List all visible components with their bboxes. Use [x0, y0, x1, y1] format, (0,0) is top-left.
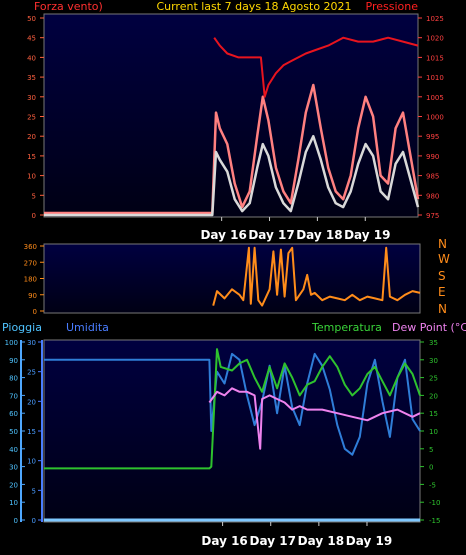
- pressure-tick-label: 990: [426, 153, 439, 161]
- pressure-tick-label: 1000: [426, 114, 444, 122]
- temperature-tick-label: -15: [429, 517, 440, 525]
- wind-pressure-day-tick-label: Day 17: [248, 228, 294, 242]
- direction-tick-label: 180: [24, 276, 37, 284]
- rain-tick-label: 80: [9, 375, 18, 383]
- temperature-tick-label: 10: [429, 428, 438, 436]
- pressure-tick-label: 995: [426, 133, 439, 141]
- rain-tick-label: 40: [9, 446, 18, 454]
- humidity-tick-label: 5: [32, 487, 36, 495]
- wind-speed-label: Forza vento): [34, 0, 103, 13]
- compass-n-top: N: [438, 237, 447, 251]
- rain-tick-label: 20: [9, 481, 18, 489]
- pressure-tick-label: 975: [426, 212, 439, 220]
- rain-humidity-day-tick-label: Day 17: [250, 534, 296, 548]
- wind-speed-tick-label: 35: [27, 74, 36, 82]
- humidity-tick-label: 15: [27, 428, 36, 436]
- compass-w: W: [438, 252, 450, 266]
- humidity-tick-label: 20: [27, 398, 36, 406]
- wind-pressure-day-tick-label: Day 16: [200, 228, 246, 242]
- rain-tick-label: 10: [9, 499, 18, 507]
- direction-tick-label: 270: [24, 259, 37, 267]
- pressure-tick-label: 980: [426, 192, 439, 200]
- pressure-label: Pressione: [366, 0, 419, 13]
- pressure-tick-label: 1020: [426, 35, 444, 43]
- wind-pressure-day-tick-label: Day 19: [344, 228, 390, 242]
- gust-series-line: [44, 83, 420, 215]
- temperature-tick-label: 35: [429, 339, 438, 347]
- rain-tick-label: 30: [9, 464, 18, 472]
- wind-speed-tick-label: 5: [32, 192, 36, 200]
- rain-tick-label: 0: [14, 517, 18, 525]
- pressure-tick-label: 1015: [426, 54, 444, 62]
- wind-pressure-day-tick-label: Day 18: [296, 228, 342, 242]
- direction-tick-label: 360: [24, 243, 37, 251]
- wind-speed-tick-label: 30: [27, 94, 36, 102]
- chart-title: Current last 7 days 18 Agosto 2021: [156, 0, 351, 13]
- temperature-tick-label: -5: [429, 481, 436, 489]
- rain-tick-label: 60: [9, 410, 18, 418]
- temperature-series-line: [44, 348, 421, 470]
- rain-tick-label: 70: [9, 392, 18, 400]
- rain-tick-label: 50: [9, 428, 18, 436]
- compass-e: E: [438, 285, 446, 299]
- humidity-tick-label: 0: [32, 517, 36, 525]
- humidity-tick-label: 25: [27, 369, 36, 377]
- wind-speed-tick-label: 0: [32, 212, 36, 220]
- rain-humidity-day-tick-label: Day 16: [201, 534, 247, 548]
- avg-series-line: [44, 134, 420, 217]
- pressure-tick-label: 1025: [426, 15, 444, 23]
- compass-s: S: [438, 269, 446, 283]
- temperature-axis-title: Temperatura: [311, 321, 382, 334]
- humidity-series-line: [44, 352, 421, 456]
- wind-speed-tick-label: 10: [27, 173, 36, 181]
- direction-tick-label: 0: [33, 308, 37, 316]
- temperature-tick-label: 30: [429, 357, 438, 365]
- direction-tick-label: 90: [28, 292, 37, 300]
- temperature-tick-label: 15: [429, 410, 438, 418]
- wind-speed-tick-label: 40: [27, 54, 36, 62]
- wind-speed-tick-label: 25: [27, 114, 36, 122]
- wind-direction-plot-area: [43, 243, 421, 314]
- pressure-tick-label: 1010: [426, 74, 444, 82]
- humidity-tick-label: 10: [27, 458, 36, 466]
- dewpoint-series-line: [208, 387, 421, 450]
- rain-axis-title: Pioggia: [2, 321, 42, 334]
- temperature-tick-label: 0: [429, 464, 433, 472]
- wind-speed-tick-label: 15: [27, 153, 36, 161]
- wind-speed-tick-label: 45: [27, 35, 36, 43]
- pressure-tick-label: 1005: [426, 94, 444, 102]
- temperature-tick-label: 20: [429, 392, 438, 400]
- direction-series-line: [212, 246, 421, 307]
- dewpoint-axis-title: Dew Point (°C): [392, 321, 466, 334]
- rain-humidity-temp-plot-area: [43, 339, 421, 523]
- temperature-tick-label: -10: [429, 499, 440, 507]
- humidity-tick-label: 30: [27, 339, 36, 347]
- wind-speed-tick-label: 50: [27, 15, 36, 23]
- compass-n-bottom: N: [438, 302, 447, 316]
- temperature-tick-label: 25: [429, 375, 438, 383]
- rain-tick-label: 90: [9, 357, 18, 365]
- pressure-tick-label: 985: [426, 173, 439, 181]
- rain-tick-label: 100: [5, 339, 18, 347]
- wind-speed-tick-label: 20: [27, 133, 36, 141]
- rain-humidity-day-tick-label: Day 19: [346, 534, 392, 548]
- temperature-tick-label: 5: [429, 446, 433, 454]
- rain-humidity-day-tick-label: Day 18: [298, 534, 344, 548]
- pressure-series-line: [213, 36, 419, 98]
- humidity-axis-title: Umidita: [66, 321, 109, 334]
